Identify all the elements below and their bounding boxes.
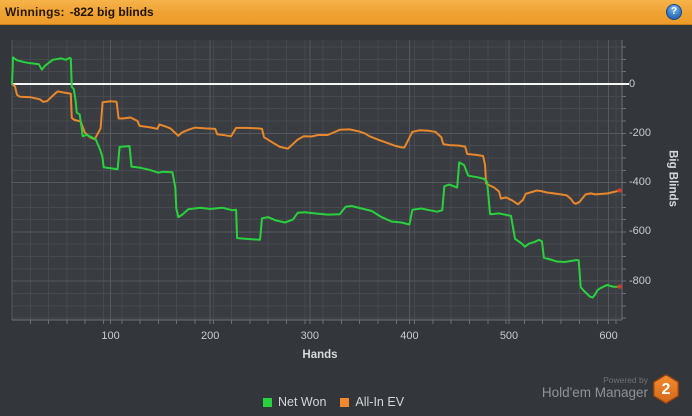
y-tick-label: 0 [629,77,636,90]
y-tick-label: -200 [629,126,652,139]
header-bar: Winnings: -822 big blinds ? [0,0,692,25]
series-end-marker [617,188,622,193]
hm2-logo-number: 2 [654,375,678,403]
legend-item-net-won: Net Won [263,395,326,409]
winnings-label: Winnings: [5,5,65,19]
y-tick-label: -600 [629,225,652,238]
series-net-won [11,56,621,299]
x-axis-title: Hands [302,349,338,361]
brand-name: Hold'em Manager [541,385,648,400]
net-won-swatch-icon [263,397,272,407]
legend-net-won-label: Net Won [278,395,327,409]
y-axis-title: Big Blinds [666,150,679,207]
x-tick-label: 500 [499,330,519,342]
series-end-marker [617,284,622,289]
chart-legend: Net Won All-In EV [263,395,404,409]
x-tick-label: 300 [300,330,319,342]
hm2-logo-icon: 2 [653,374,679,404]
y-tick-label: -800 [629,274,652,287]
legend-item-all-in-ev: All-In EV [340,395,404,409]
powered-by-label: Powered by [603,375,648,385]
x-tick-label: 200 [201,330,220,342]
winnings-value: -822 big blinds [69,5,154,19]
x-tick-label: 400 [400,330,419,342]
y-tick-label: -400 [629,176,652,189]
all-in-ev-swatch-icon [340,397,350,407]
brand-footer: Powered by Hold'em Manager 2 [542,374,680,404]
x-tick-label: 600 [599,330,618,342]
legend-all-in-ev-label: All-In EV [355,395,405,409]
help-icon[interactable]: ? [666,4,682,20]
x-tick-label: 100 [101,330,120,342]
